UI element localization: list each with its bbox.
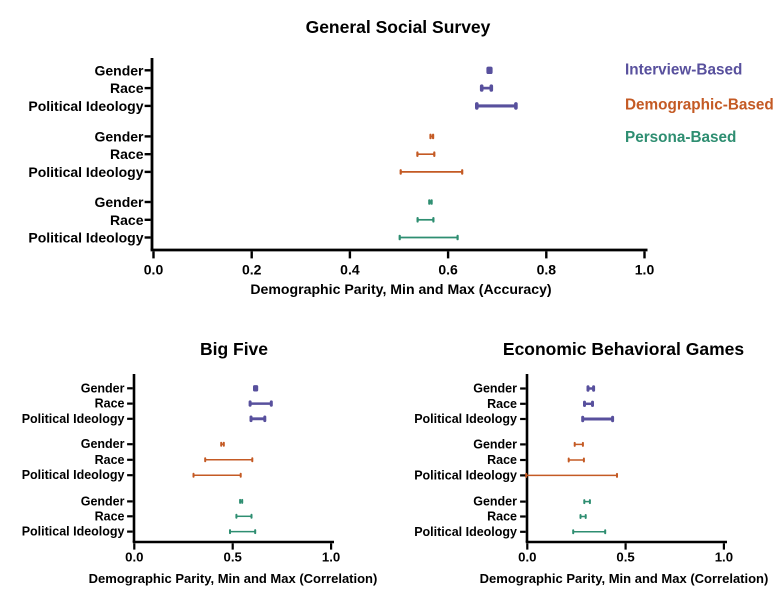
svg-text:Big Five: Big Five	[200, 339, 268, 359]
svg-text:0.8: 0.8	[537, 262, 557, 278]
svg-text:Political Ideology: Political Ideology	[22, 468, 125, 482]
svg-text:Political Ideology: Political Ideology	[22, 412, 125, 426]
svg-text:0.5: 0.5	[224, 550, 242, 565]
svg-text:0.5: 0.5	[616, 550, 634, 565]
svg-text:Race: Race	[487, 397, 517, 411]
svg-text:General Social Survey: General Social Survey	[306, 17, 491, 37]
svg-text:Demographic Parity, Min and Ma: Demographic Parity, Min and Max (Accurac…	[250, 281, 551, 297]
svg-text:1.0: 1.0	[715, 550, 733, 565]
svg-text:Political Ideology: Political Ideology	[414, 525, 517, 539]
svg-text:Political Ideology: Political Ideology	[414, 468, 517, 482]
svg-text:Gender: Gender	[94, 128, 144, 144]
svg-text:Persona-Based: Persona-Based	[625, 129, 736, 146]
svg-text:Political Ideology: Political Ideology	[414, 412, 517, 426]
svg-text:Race: Race	[487, 510, 517, 524]
svg-text:1.0: 1.0	[635, 262, 655, 278]
svg-text:Gender: Gender	[81, 437, 125, 451]
svg-text:0.4: 0.4	[340, 262, 360, 278]
svg-text:0.2: 0.2	[242, 262, 262, 278]
svg-text:Political Ideology: Political Ideology	[28, 164, 143, 180]
svg-text:0.6: 0.6	[438, 262, 458, 278]
svg-text:Gender: Gender	[81, 494, 125, 508]
svg-text:Race: Race	[110, 212, 144, 228]
svg-text:0.0: 0.0	[125, 550, 143, 565]
svg-text:Political Ideology: Political Ideology	[28, 98, 143, 114]
svg-text:0.0: 0.0	[518, 550, 536, 565]
svg-text:Gender: Gender	[81, 381, 125, 395]
svg-text:Race: Race	[95, 453, 125, 467]
svg-text:Political Ideology: Political Ideology	[28, 230, 143, 246]
svg-text:Race: Race	[110, 80, 144, 96]
svg-text:Political Ideology: Political Ideology	[22, 525, 125, 539]
svg-text:1.0: 1.0	[322, 550, 340, 565]
svg-text:Race: Race	[95, 509, 125, 523]
svg-text:Economic Behavioral Games: Economic Behavioral Games	[503, 339, 744, 359]
svg-text:Demographic-Based: Demographic-Based	[625, 96, 774, 113]
svg-text:0.0: 0.0	[144, 262, 164, 278]
svg-text:Demographic Parity, Min and Ma: Demographic Parity, Min and Max (Correla…	[480, 571, 769, 586]
svg-text:Demographic Parity, Min and Ma: Demographic Parity, Min and Max (Correla…	[89, 571, 378, 586]
svg-text:Gender: Gender	[473, 382, 517, 396]
svg-text:Race: Race	[110, 146, 144, 162]
svg-text:Gender: Gender	[473, 495, 517, 509]
svg-text:Gender: Gender	[94, 62, 144, 78]
svg-text:Race: Race	[95, 397, 125, 411]
svg-text:Race: Race	[487, 453, 517, 467]
svg-text:Interview-Based: Interview-Based	[625, 62, 742, 79]
svg-text:Gender: Gender	[473, 437, 517, 451]
svg-text:Gender: Gender	[94, 194, 144, 210]
